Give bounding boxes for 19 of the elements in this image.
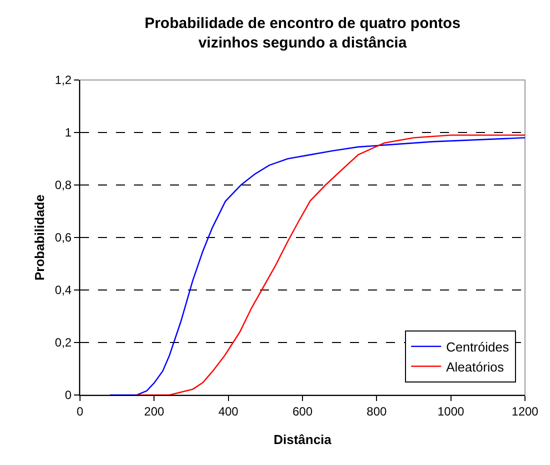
x-tick-label: 200 (144, 404, 164, 418)
y-tick-label: 0 (64, 388, 72, 402)
legend-label: Centróides (446, 339, 510, 354)
x-tick-label: 1200 (512, 404, 539, 418)
legend-label: Aleatórios (446, 359, 504, 374)
x-tick-label: 0 (76, 404, 84, 418)
y-tick-label: 0,6 (54, 230, 72, 245)
y-axis-title: Probabilidade (32, 194, 47, 280)
y-tick-label: 1 (64, 126, 72, 140)
x-axis-title: Distância (274, 432, 332, 447)
y-tick-label: 0,4 (54, 283, 72, 298)
y-tick-label: 0,8 (54, 178, 72, 192)
x-tick-label: 600 (292, 404, 313, 418)
x-tick-label: 400 (218, 404, 239, 418)
chart-title: Probabilidade de encontro de quatro pontos vizinhos segundo a distância (144, 14, 460, 52)
x-tick-label: 800 (366, 404, 387, 418)
y-tick-label: 1,2 (54, 73, 72, 88)
y-tick-label: 0,2 (54, 336, 72, 350)
x-tick-label: 1000 (437, 404, 464, 418)
